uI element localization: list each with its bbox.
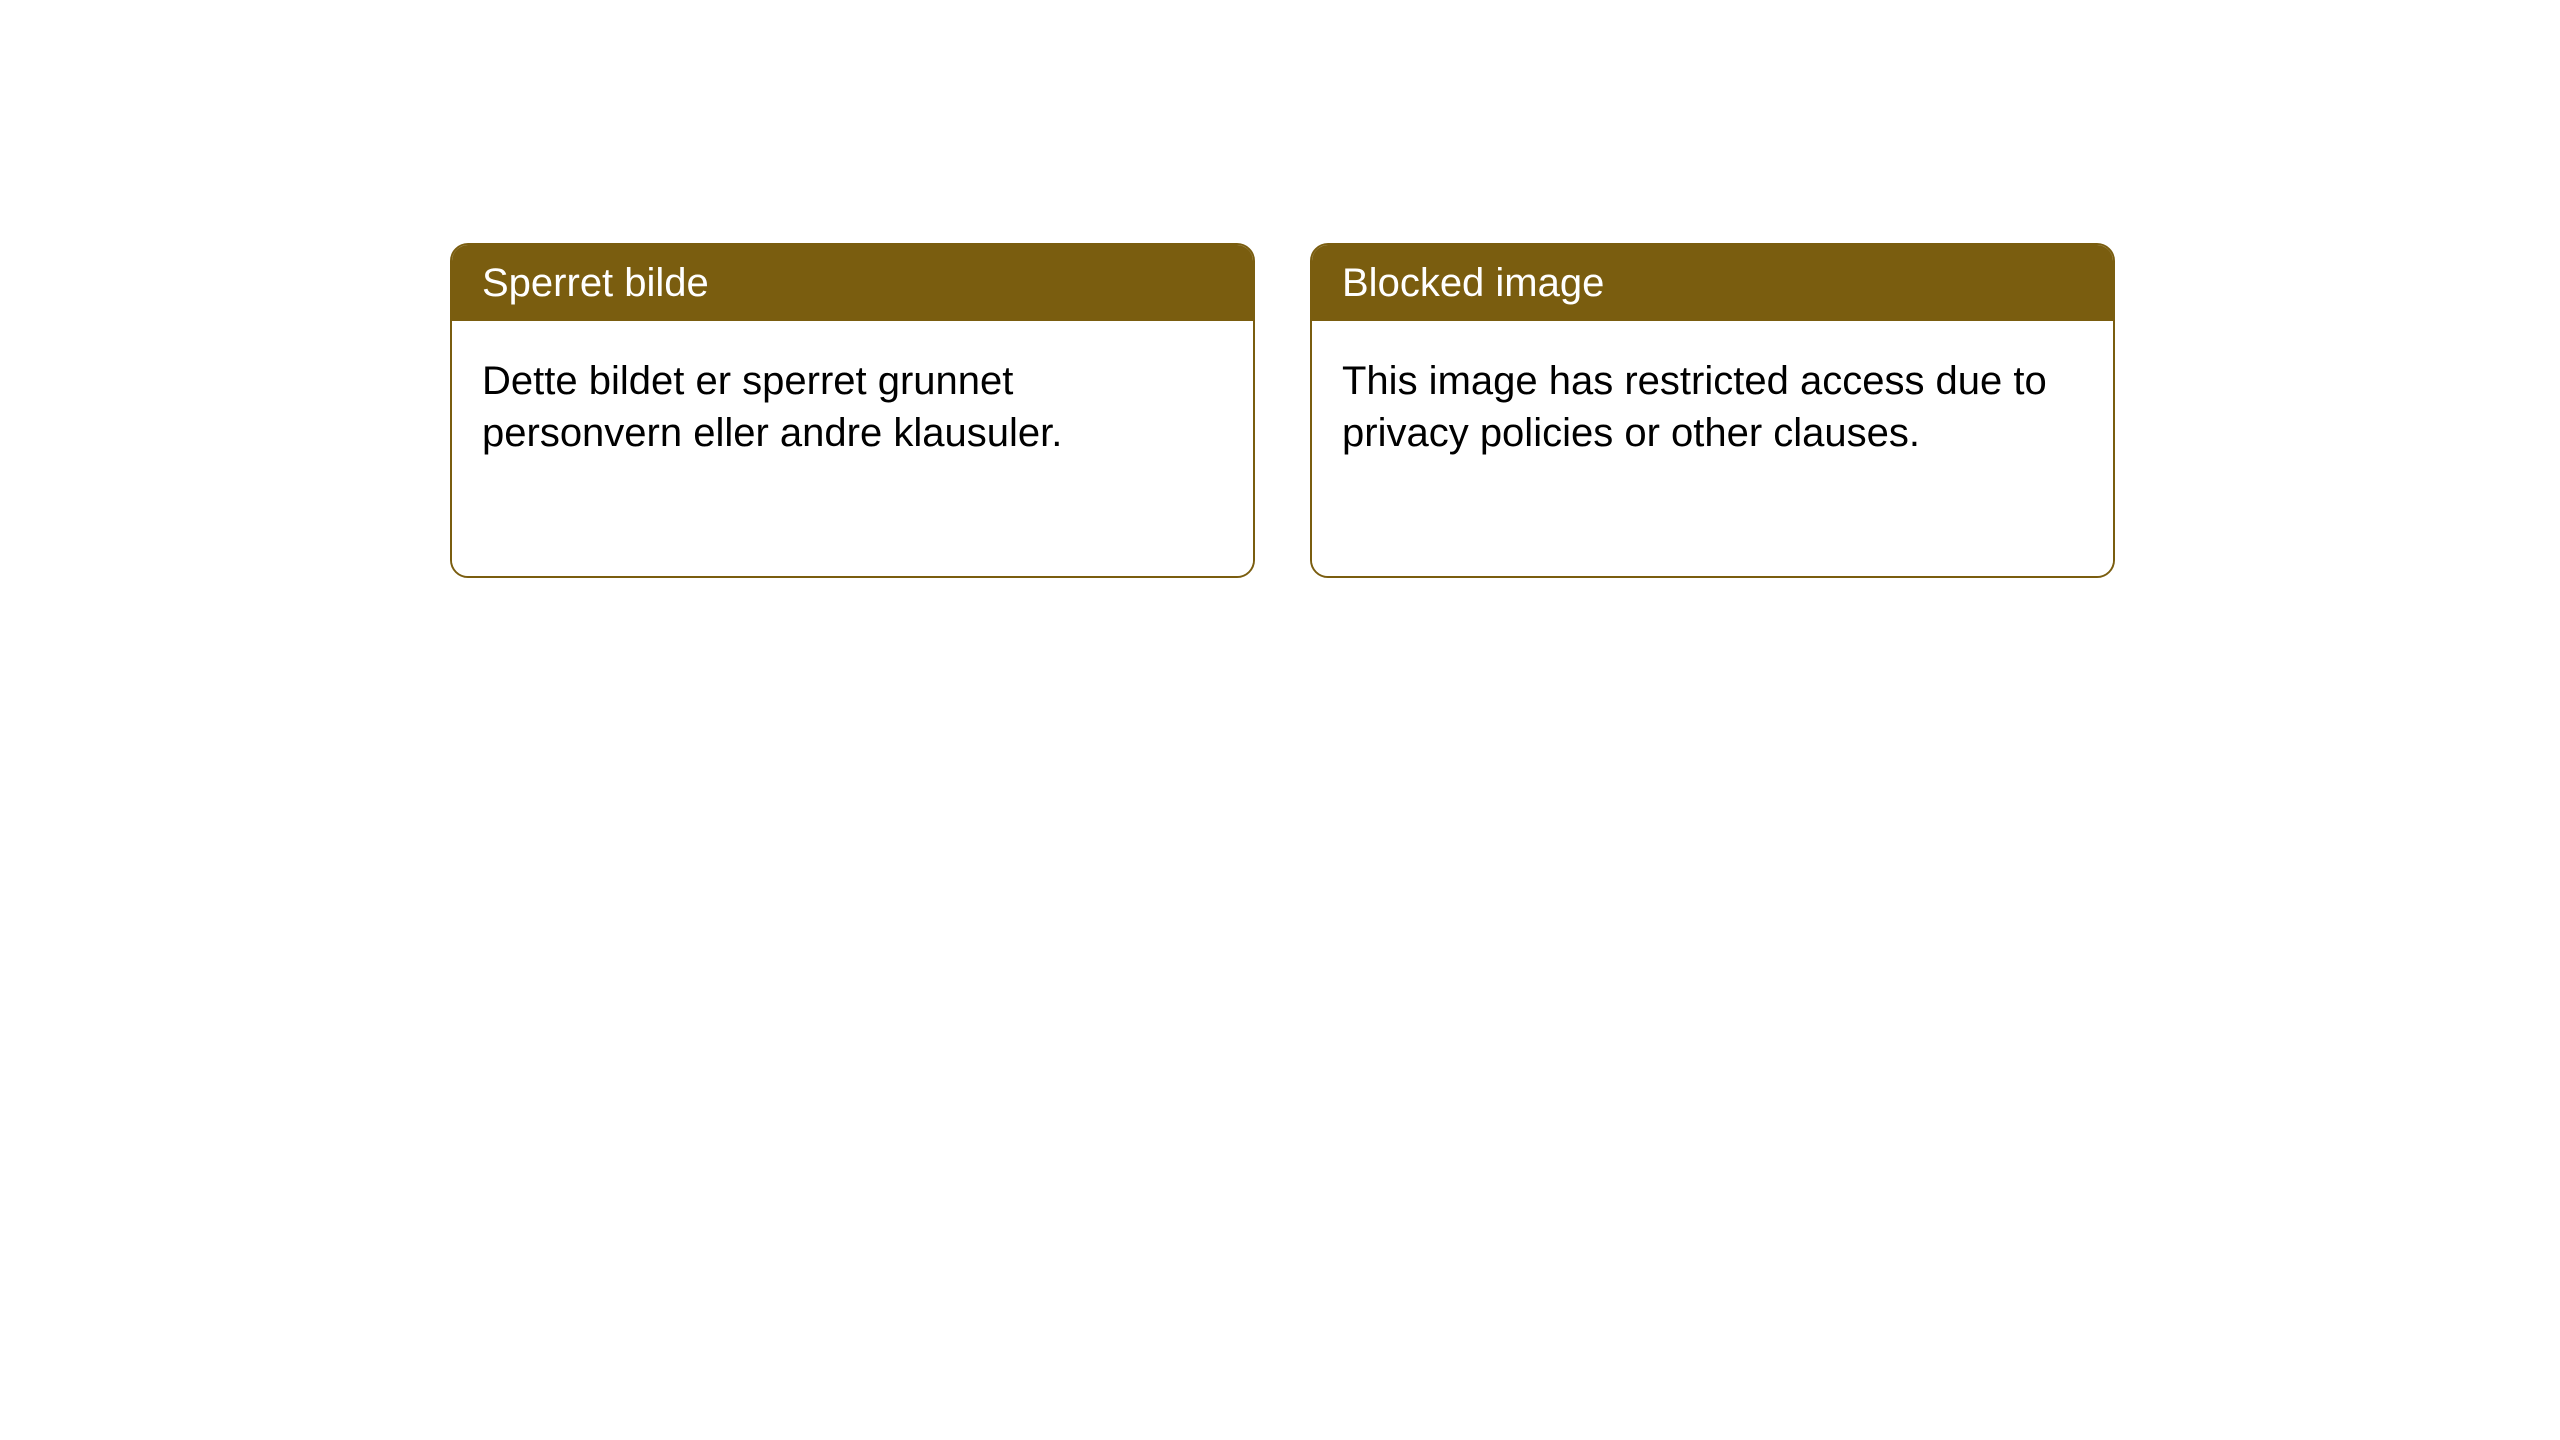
notice-container: Sperret bilde Dette bildet er sperret gr… xyxy=(450,243,2115,578)
notice-card-norwegian: Sperret bilde Dette bildet er sperret gr… xyxy=(450,243,1255,578)
notice-body: Dette bildet er sperret grunnet personve… xyxy=(452,321,1253,576)
notice-body: This image has restricted access due to … xyxy=(1312,321,2113,576)
notice-header: Blocked image xyxy=(1312,245,2113,321)
notice-header: Sperret bilde xyxy=(452,245,1253,321)
notice-card-english: Blocked image This image has restricted … xyxy=(1310,243,2115,578)
